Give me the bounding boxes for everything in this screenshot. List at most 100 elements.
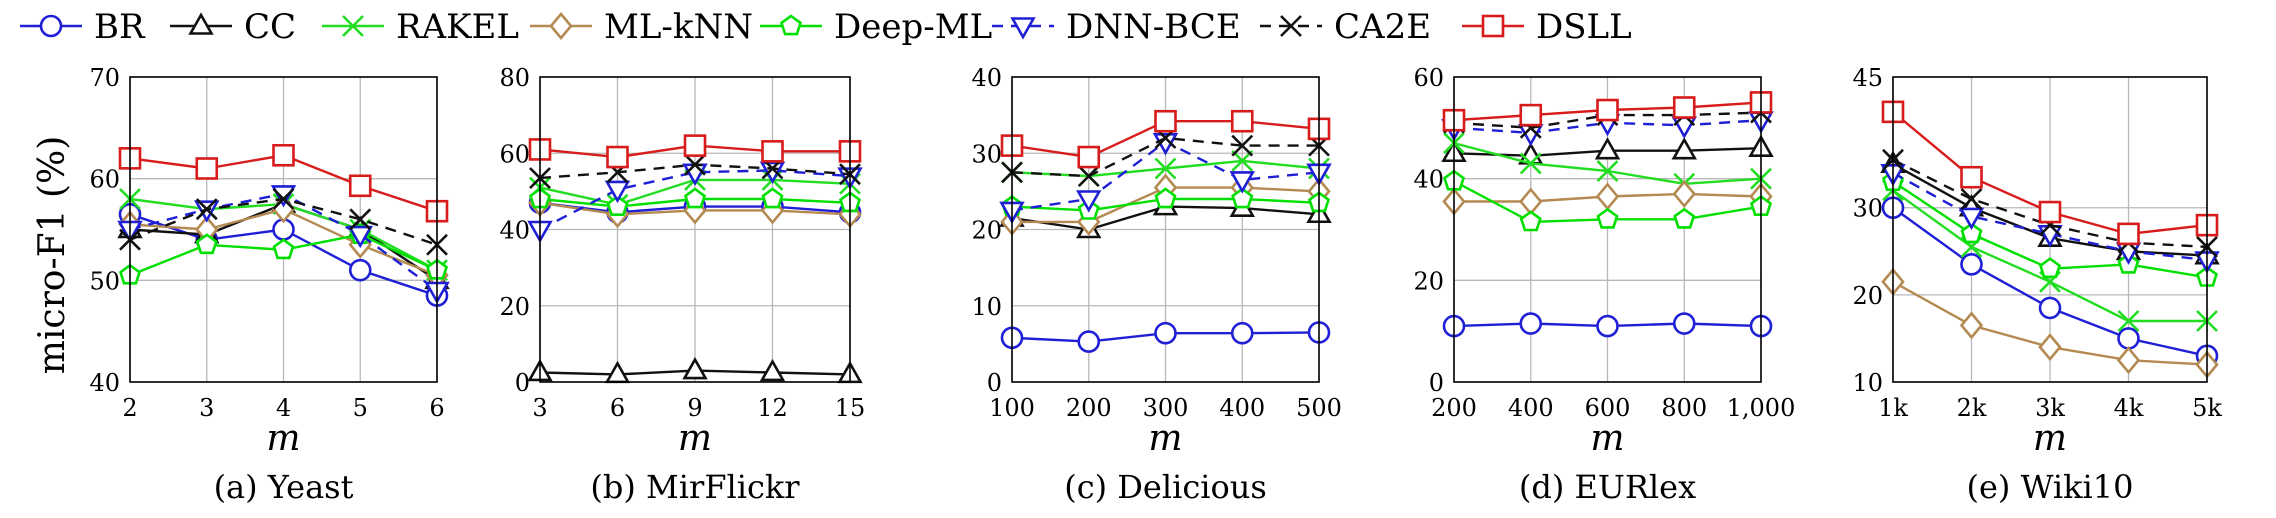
series-dsll [1881, 100, 2219, 246]
legend-item-dsll: DSLL [1462, 7, 1632, 47]
legend-label: CA2E [1334, 7, 1431, 47]
plot-frame [129, 76, 438, 383]
x-tick-label: 800 [1661, 394, 1707, 422]
data-point [1076, 190, 1102, 213]
data-point [2038, 200, 2062, 224]
data-point [1077, 145, 1101, 169]
data-point [1154, 321, 1177, 345]
data-point [1231, 149, 1254, 172]
y-tick-label: 20 [1413, 267, 1444, 295]
data-point [1154, 109, 1177, 133]
chart-panel-a-yeast: 40 50 60 70 2 3 4 5 6 m (a) Yeast [89, 64, 450, 506]
x-axis-label: m [1590, 418, 1624, 459]
y-tick-label: 0 [1429, 369, 1444, 397]
data-point [1596, 98, 1619, 122]
legend-label: DNN-BCE [1066, 7, 1241, 47]
data-point [1077, 330, 1101, 353]
y-tick-label: 40 [89, 369, 120, 397]
y-tick-label: 20 [499, 293, 530, 321]
chart-panel-b-mirflickr: 0 20 40 60 80 3 6 9 12 15 m (b) MirFlickr [499, 64, 865, 506]
data-point [1077, 165, 1100, 188]
data-point [348, 174, 372, 198]
data-point [1672, 96, 1696, 119]
legend-marker [39, 14, 63, 38]
series-line [1892, 171, 2208, 262]
legend-item-ml-knn: ML-kNN [530, 7, 753, 47]
x-axis-label: m [1148, 418, 1182, 459]
y-tick-label: 10 [971, 293, 1002, 321]
series-ml-knn [1881, 267, 2219, 379]
data-point [1596, 160, 1619, 182]
x-axis-label: m [678, 418, 712, 459]
data-point [272, 143, 295, 167]
legend-marker [1481, 14, 1505, 38]
x-tick-label: 6 [610, 394, 625, 422]
legend-label: Deep-ML [834, 7, 992, 47]
series-dsll [528, 134, 862, 169]
data-point [1230, 321, 1254, 345]
data-point [1595, 182, 1620, 211]
series-deep-ml [1442, 169, 1773, 232]
legend-item-deep-ml: Deep-ML [760, 7, 992, 47]
legend-item-cc: CC [170, 7, 296, 47]
data-point [1673, 207, 1696, 229]
legend-item-br: BR [20, 7, 146, 47]
x-tick-label: 15 [835, 394, 866, 422]
data-point [761, 140, 784, 163]
y-tick-label: 30 [971, 140, 1002, 168]
data-point [2116, 346, 2141, 375]
plot-frame [1453, 76, 1762, 383]
y-tick-label: 30 [1852, 195, 1883, 223]
chart-panel-c-delicious: 0 10 20 30 40 100 200 300 400 500 m (c) Delicious [971, 64, 1341, 506]
x-tick-label: 3 [532, 394, 547, 422]
data-point [1154, 187, 1177, 209]
data-point [1154, 157, 1177, 180]
x-tick-label: 2 [122, 394, 137, 422]
y-tick-label: 40 [1413, 166, 1444, 194]
x-tick-label: 1k [1878, 394, 1908, 422]
legend-marker [779, 14, 803, 36]
plot-frame [1892, 76, 2208, 383]
data-point [1596, 207, 1619, 229]
data-point [761, 187, 784, 209]
x-tick-label: 100 [989, 394, 1035, 422]
data-point [1231, 134, 1254, 157]
panel-caption: (e) Wiki10 [1967, 468, 2134, 506]
chart-panel-e-wiki10: 10 20 30 45 1k 2k 3k 4k 5k m (e) Wiki10 [1852, 64, 2222, 506]
plot-frame [539, 76, 851, 383]
series-dsll [1442, 91, 1773, 132]
data-point [2038, 296, 2062, 320]
data-point [1959, 311, 1984, 340]
panel-caption: (b) MirFlickr [590, 468, 800, 506]
data-point [195, 157, 219, 180]
x-tick-label: 4k [2114, 394, 2144, 422]
data-point [272, 238, 295, 260]
data-point [1958, 207, 1985, 231]
x-tick-label: 600 [1585, 394, 1631, 422]
data-point [683, 134, 707, 157]
x-tick-label: 300 [1143, 394, 1189, 422]
series-dsll [1000, 109, 1331, 169]
legend: BR CC RAKEL ML-kNN Deep-ML DNN-BCE CA2E DSLL [20, 7, 1632, 47]
x-tick-label: 200 [1431, 394, 1477, 422]
data-point [347, 225, 373, 249]
x-tick-label: 9 [687, 394, 702, 422]
y-tick-label: 10 [1852, 369, 1883, 397]
data-point [1671, 137, 1697, 160]
legend-item-rakel: RAKEL [322, 7, 519, 47]
legend-marker [188, 12, 214, 35]
data-point [1594, 137, 1621, 160]
y-tick-label: 60 [1413, 64, 1444, 92]
y-tick-label: 60 [89, 166, 120, 194]
series-line [539, 169, 851, 231]
x-tick-label: 6 [429, 394, 444, 422]
data-point [272, 188, 295, 210]
y-tick-label: 40 [499, 217, 530, 245]
y-tick-label: 80 [499, 64, 530, 92]
data-point [2117, 327, 2140, 350]
x-tick-label: 4 [276, 394, 291, 422]
y-tick-label: 0 [987, 369, 1002, 397]
data-point [683, 187, 707, 209]
y-tick-label: 70 [89, 64, 120, 92]
